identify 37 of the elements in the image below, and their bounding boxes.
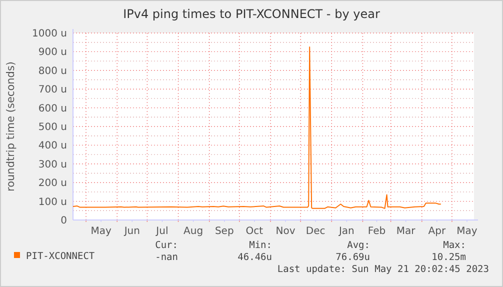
y-tick-label: 300 u [38, 159, 67, 170]
x-tick-label: Sep [214, 226, 234, 237]
y-tick-label: 900 u [38, 47, 67, 58]
x-tick-label: May [456, 226, 478, 237]
y-tick-label: 700 u [38, 84, 67, 96]
y-tick-label: 400 u [38, 140, 67, 152]
text: 46.46u [238, 252, 272, 263]
x-tick-label: Jan [338, 226, 354, 237]
y-tick-label: 100 u [38, 196, 67, 208]
y-axis-title: roundtrip time (seconds) [5, 61, 17, 192]
x-tick-label: Nov [276, 226, 296, 237]
text: Min: [249, 240, 272, 251]
text: Max: [443, 240, 466, 251]
text: Cur: [155, 240, 178, 251]
legend-label: PIT-XCONNECT [26, 251, 95, 262]
x-tick-label: May [90, 226, 112, 237]
x-tick-label: Jul [155, 226, 168, 237]
y-tick-label: 500 u [38, 122, 67, 133]
x-tick-label: Aug [184, 226, 204, 237]
text: -nan [155, 252, 178, 263]
y-tick-label: 1000 u [32, 28, 67, 40]
chart-title: IPv4 ping times to PIT-XCONNECT - by year [123, 7, 380, 21]
y-tick-label: 200 u [38, 178, 67, 190]
x-tick-label: Jun [123, 226, 140, 237]
x-tick-label: Oct [246, 226, 264, 237]
text: 10.25m [432, 252, 466, 263]
y-tick-label: 600 u [38, 103, 67, 114]
x-tick-label: Mar [396, 226, 416, 237]
y-tick-label: 800 u [38, 66, 67, 77]
text: 76.69u [336, 252, 370, 263]
text: Avg: [347, 240, 370, 251]
line-series [72, 46, 442, 209]
x-tick-label: Feb [368, 226, 386, 237]
x-tick-label: Dec [306, 226, 326, 237]
y-tick-label: 0 [60, 216, 67, 226]
x-tick-label: Apr [428, 226, 446, 237]
text: Last update: Sun May 21 20:02:45 2023 [277, 264, 489, 275]
